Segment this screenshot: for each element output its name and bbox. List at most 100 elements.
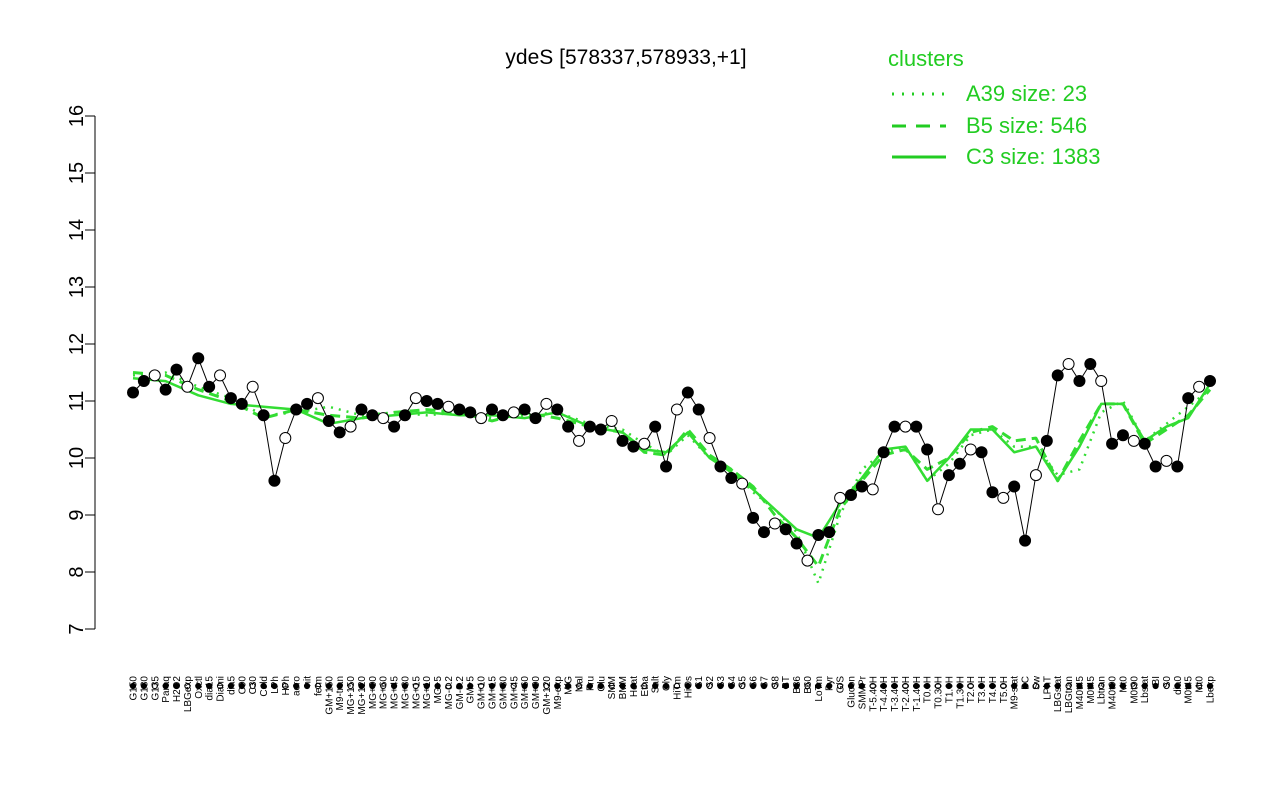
data-point <box>964 443 977 456</box>
legend-label-b5: B5 size: 546 <box>966 113 1087 138</box>
data-point <box>812 528 825 541</box>
x-tick-label: HiTm <box>672 676 683 700</box>
x-tick-label: GM-0.2 <box>455 676 466 710</box>
x-tick-label: LoTm <box>814 676 825 702</box>
x-rug-marker <box>206 682 213 690</box>
x-tick-label: Oxctl <box>194 676 205 699</box>
data-point <box>649 420 662 433</box>
data-point <box>670 403 683 416</box>
data-point <box>377 412 390 425</box>
data-point <box>1008 480 1021 493</box>
data-point <box>768 517 781 530</box>
x-tick-label: B60 <box>803 676 814 694</box>
x-tick-label: G180 <box>139 676 150 701</box>
x-tick-label: GM+10 <box>477 676 488 710</box>
data-point <box>942 469 955 482</box>
x-rug-marker <box>1206 682 1214 690</box>
x-rug-marker <box>815 682 822 690</box>
x-rug-marker <box>945 682 953 690</box>
x-rug-marker <box>793 682 800 690</box>
x-tick-label: Mt0 <box>1195 676 1206 693</box>
data-point <box>203 380 216 393</box>
data-point <box>1182 392 1195 405</box>
x-tick-label: MG-0.2 <box>444 676 455 710</box>
x-tick-label: nit <box>303 676 314 687</box>
x-tick-label: S4 <box>727 676 738 689</box>
data-point <box>605 414 618 427</box>
x-tick-label: GM+5 <box>466 676 477 704</box>
data-point <box>311 392 324 405</box>
x-rug-marker <box>129 682 137 690</box>
data-point <box>757 526 770 539</box>
data-point <box>159 383 172 396</box>
x-rug-marker <box>1130 682 1137 690</box>
x-rug-marker <box>1098 682 1105 690</box>
x-tick-label: Paraq <box>161 676 172 703</box>
data-point <box>268 474 281 487</box>
data-point <box>736 477 749 490</box>
points-layer <box>127 352 1216 567</box>
x-rug-marker <box>1119 682 1127 690</box>
x-rug-marker <box>597 682 604 690</box>
y-tick-label: 13 <box>66 276 88 298</box>
data-point <box>442 400 455 413</box>
data-point <box>333 426 346 439</box>
x-rug-marker <box>760 682 768 690</box>
data-point <box>866 483 879 496</box>
x-tick-label: LPhT <box>1042 676 1053 700</box>
data-point <box>888 420 901 433</box>
data-point <box>355 403 368 416</box>
data-point <box>496 409 509 422</box>
x-rug-marker <box>238 682 245 690</box>
x-rug-marker <box>902 682 909 690</box>
x-rug-marker <box>390 682 398 690</box>
data-point <box>975 446 988 459</box>
data-point <box>127 386 139 399</box>
x-rug-marker <box>314 682 322 690</box>
x-rug-marker <box>369 682 376 690</box>
x-tick-label: GM+120 <box>542 676 553 715</box>
x-tick-label: Sw <box>1031 675 1042 690</box>
x-rug-marker <box>804 682 811 690</box>
data-point <box>714 460 727 473</box>
data-point <box>148 369 161 382</box>
data-point <box>877 446 890 459</box>
x-tick-label: M0t45 <box>1086 676 1097 704</box>
x-tick-label: MG+120 <box>357 676 368 715</box>
y-tick-label: 16 <box>66 105 88 127</box>
x-tick-label: BC <box>1021 676 1032 690</box>
x-rug-marker <box>652 682 659 690</box>
x-tick-label: GM+60 <box>520 676 531 710</box>
y-tick-label: 12 <box>66 333 88 355</box>
x-tick-label: MG+150 <box>346 676 357 715</box>
x-tick-label: T2.0H <box>966 676 977 703</box>
data-point <box>573 434 586 447</box>
x-rug-marker <box>880 682 887 690</box>
x-rug-marker <box>913 682 920 690</box>
y-tick-label: 9 <box>66 509 88 520</box>
x-tick-label: S3 <box>716 676 727 689</box>
x-rug-marker <box>488 682 496 690</box>
x-tick-label: SMMPr <box>857 675 868 709</box>
x-rug-marker <box>771 682 778 690</box>
x-tick-label: GM+150 <box>324 676 335 715</box>
x-tick-label: T1.0H <box>944 676 955 703</box>
data-point <box>409 392 422 405</box>
data-point <box>823 526 836 539</box>
x-tick-label: Pyr <box>825 675 836 691</box>
x-rug-marker <box>1021 682 1029 690</box>
x-rug-marker <box>706 682 713 690</box>
data-point <box>344 420 357 433</box>
x-tick-label: GM+90 <box>531 676 542 710</box>
x-tick-label: Mal <box>575 676 586 692</box>
x-tick-label: Diami <box>216 676 227 702</box>
series-layer <box>132 371 1212 585</box>
data-point <box>1171 460 1184 473</box>
x-tick-label: M40t45 <box>1075 676 1086 710</box>
data-point <box>583 420 596 433</box>
y-axis: 7 8 9 10 11 12 13 14 15 16 <box>66 105 96 635</box>
x-tick-label: MG+30 <box>400 676 411 710</box>
x-rug-marker <box>1174 682 1181 690</box>
x-tick-label: ferm <box>313 676 324 696</box>
x-rug-marker <box>249 682 256 690</box>
